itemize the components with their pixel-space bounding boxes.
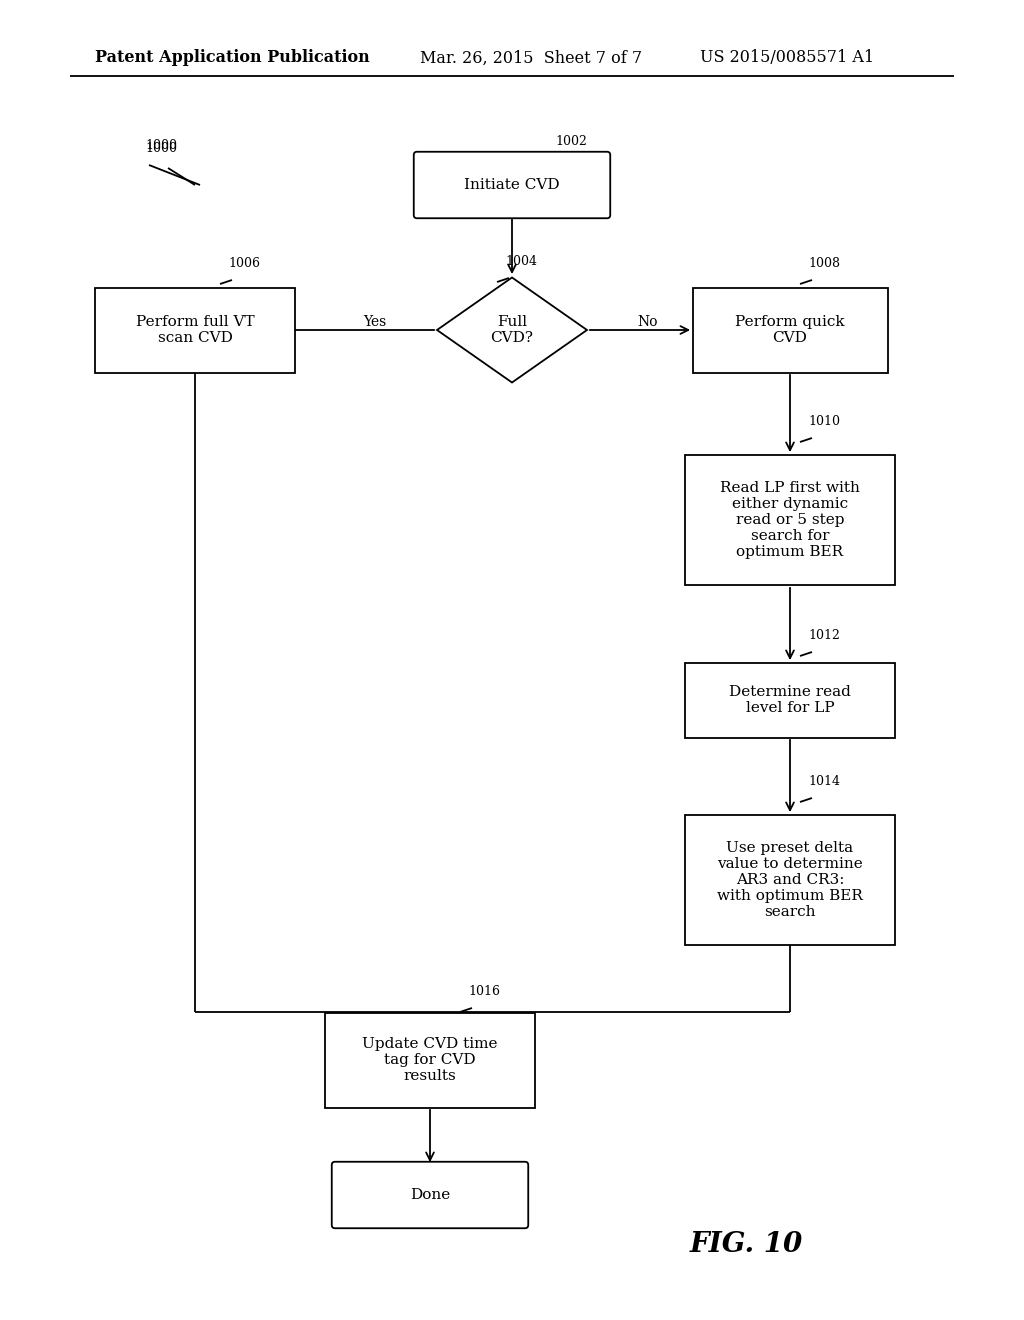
Bar	[692, 288, 888, 372]
Text: FIG. 10: FIG. 10	[690, 1232, 803, 1258]
Text: 1006: 1006	[228, 257, 260, 271]
Bar	[95, 288, 295, 372]
Text: No: No	[638, 315, 658, 329]
Bar	[685, 455, 895, 585]
Text: Mar. 26, 2015  Sheet 7 of 7: Mar. 26, 2015 Sheet 7 of 7	[420, 49, 642, 66]
Text: Initiate CVD: Initiate CVD	[464, 178, 560, 191]
Text: 1008: 1008	[808, 257, 840, 271]
Text: 1004: 1004	[505, 255, 537, 268]
Text: Yes: Yes	[364, 315, 387, 329]
FancyBboxPatch shape	[414, 152, 610, 218]
Text: 1002: 1002	[555, 135, 587, 148]
Text: US 2015/0085571 A1: US 2015/0085571 A1	[700, 49, 874, 66]
Polygon shape	[437, 277, 587, 383]
Text: Full
CVD?: Full CVD?	[490, 315, 534, 345]
Text: 1000: 1000	[145, 143, 177, 154]
Text: Update CVD time
tag for CVD
results: Update CVD time tag for CVD results	[362, 1036, 498, 1084]
Text: Use preset delta
value to determine
AR3 and CR3:
with optimum BER
search: Use preset delta value to determine AR3 …	[717, 841, 863, 920]
Text: Perform full VT
scan CVD: Perform full VT scan CVD	[136, 315, 254, 345]
Bar	[685, 814, 895, 945]
Text: 1000: 1000	[145, 139, 177, 152]
Text: Perform quick
CVD: Perform quick CVD	[735, 315, 845, 345]
Text: 1010: 1010	[808, 414, 840, 428]
FancyBboxPatch shape	[332, 1162, 528, 1228]
Bar	[325, 1012, 535, 1107]
Text: 1016: 1016	[468, 985, 500, 998]
Bar	[685, 663, 895, 738]
Text: Done: Done	[410, 1188, 451, 1203]
Text: Patent Application Publication: Patent Application Publication	[95, 49, 370, 66]
Text: Determine read
level for LP: Determine read level for LP	[729, 685, 851, 715]
Text: 1014: 1014	[808, 775, 840, 788]
Text: 1012: 1012	[808, 630, 840, 642]
Text: Read LP first with
either dynamic
read or 5 step
search for
optimum BER: Read LP first with either dynamic read o…	[720, 480, 860, 560]
